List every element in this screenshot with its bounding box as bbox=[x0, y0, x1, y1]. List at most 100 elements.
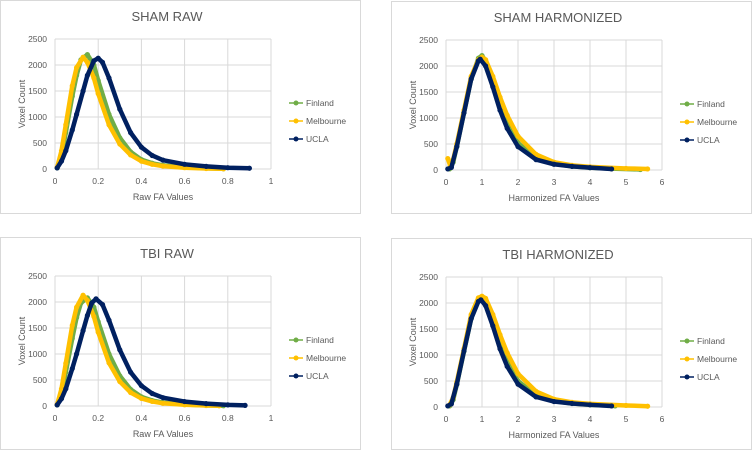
data-point bbox=[182, 161, 188, 167]
y-tick-label: 1000 bbox=[419, 113, 438, 123]
x-tick-label: 1 bbox=[269, 413, 274, 423]
data-point bbox=[515, 133, 521, 139]
x-tick-label: 1 bbox=[269, 176, 274, 186]
legend-item: Finland bbox=[680, 99, 725, 109]
legend-item: Melbourne bbox=[289, 116, 346, 126]
legend-label: Finland bbox=[697, 99, 725, 109]
legend-label: Finland bbox=[306, 98, 334, 108]
x-tick-label: 0.4 bbox=[135, 413, 147, 423]
data-point bbox=[117, 347, 123, 353]
chart-title: SHAM HARMONIZED bbox=[494, 10, 623, 25]
series-line bbox=[447, 293, 650, 409]
legend-marker bbox=[684, 374, 690, 380]
y-tick-label: 500 bbox=[424, 376, 438, 386]
chart-sham-raw: SHAM RAW 0 500 1000 1500 2000 2500 0 0.2 0.4 0.6 0.… bbox=[0, 0, 361, 214]
data-point bbox=[483, 63, 489, 69]
data-point bbox=[203, 163, 209, 169]
data-point bbox=[80, 54, 86, 60]
legend-marker bbox=[293, 355, 299, 361]
x-tick-label: 4 bbox=[588, 177, 593, 187]
data-point bbox=[160, 157, 166, 163]
data-point bbox=[569, 400, 575, 407]
x-tick-label: 3 bbox=[552, 414, 557, 424]
legend-label: Melbourne bbox=[697, 117, 737, 127]
legend-label: Melbourne bbox=[306, 353, 346, 363]
data-point bbox=[69, 322, 75, 328]
data-point bbox=[138, 383, 144, 389]
data-point bbox=[551, 398, 557, 405]
series-line bbox=[54, 292, 222, 408]
data-point bbox=[478, 297, 484, 303]
data-point bbox=[645, 403, 651, 409]
legend-item: Finland bbox=[289, 335, 334, 345]
data-point bbox=[515, 144, 521, 150]
data-point bbox=[63, 122, 69, 128]
data-point bbox=[149, 398, 155, 405]
x-tick-label: 0 bbox=[53, 176, 58, 186]
x-tick-label: 0 bbox=[53, 413, 58, 423]
data-point bbox=[160, 400, 166, 406]
y-tick-label: 2000 bbox=[28, 297, 47, 307]
data-point bbox=[138, 158, 144, 164]
series-ucla bbox=[54, 55, 252, 171]
data-point bbox=[454, 144, 460, 150]
x-tick-label: 2 bbox=[516, 414, 521, 424]
legend-marker bbox=[684, 101, 690, 107]
y-tick-label: 1500 bbox=[419, 324, 438, 334]
data-point bbox=[106, 122, 112, 128]
data-point bbox=[497, 332, 503, 338]
data-point bbox=[160, 163, 166, 169]
series-line bbox=[445, 297, 614, 409]
chart-svg: SHAM RAW 0 500 1000 1500 2000 2500 0 0.2 0.4 0.6 0.… bbox=[17, 9, 346, 202]
data-point bbox=[490, 323, 496, 329]
y-tick-label: 1000 bbox=[28, 112, 47, 122]
data-point bbox=[69, 83, 75, 89]
data-point bbox=[91, 313, 97, 320]
y-tick-label: 1500 bbox=[28, 323, 47, 333]
series-melbourne bbox=[54, 292, 222, 409]
data-point bbox=[84, 312, 90, 319]
chart-title: TBI HARMONIZED bbox=[502, 247, 613, 262]
data-point bbox=[117, 378, 123, 385]
data-point bbox=[533, 394, 539, 400]
data-point bbox=[533, 388, 539, 394]
data-point bbox=[54, 165, 60, 171]
data-point bbox=[74, 111, 80, 117]
series-melbourne bbox=[54, 54, 227, 172]
x-tick-label: 0.8 bbox=[222, 413, 234, 423]
legend-label: Melbourne bbox=[306, 116, 346, 126]
data-point bbox=[117, 141, 123, 147]
y-tick-label: 1500 bbox=[28, 86, 47, 96]
x-tick-label: 0.2 bbox=[92, 176, 104, 186]
series-ucla bbox=[445, 297, 615, 409]
legend-label: UCLA bbox=[697, 135, 720, 145]
data-point bbox=[149, 161, 155, 167]
y-axis-label: Voxel Count bbox=[17, 79, 27, 128]
legend-item: UCLA bbox=[289, 134, 329, 144]
data-point bbox=[504, 363, 510, 370]
y-tick-label: 500 bbox=[424, 139, 438, 149]
data-point bbox=[609, 166, 615, 172]
x-tick-label: 0.6 bbox=[179, 413, 191, 423]
data-point bbox=[160, 395, 166, 401]
data-point bbox=[84, 52, 90, 58]
data-point bbox=[225, 165, 231, 171]
data-point bbox=[58, 148, 65, 154]
series-line bbox=[54, 52, 226, 171]
data-point bbox=[74, 304, 80, 310]
data-point bbox=[95, 329, 101, 335]
x-tick-label: 0.8 bbox=[222, 176, 234, 186]
data-point bbox=[80, 292, 86, 298]
y-tick-label: 2500 bbox=[28, 34, 47, 44]
y-tick-label: 1000 bbox=[419, 350, 438, 360]
data-point bbox=[587, 165, 593, 171]
data-point bbox=[477, 56, 483, 62]
legend-item: Melbourne bbox=[289, 353, 346, 363]
y-tick-label: 0 bbox=[42, 164, 47, 174]
legend-marker bbox=[293, 373, 299, 379]
legend-marker bbox=[293, 118, 299, 124]
data-point bbox=[128, 369, 134, 375]
legend-marker bbox=[293, 136, 299, 142]
y-tick-label: 1500 bbox=[419, 87, 438, 97]
chart-tbi-harmonized: TBI HARMONIZED 0 500 1000 1500 2000 2500 0 1 2 3 4 5… bbox=[391, 238, 752, 450]
